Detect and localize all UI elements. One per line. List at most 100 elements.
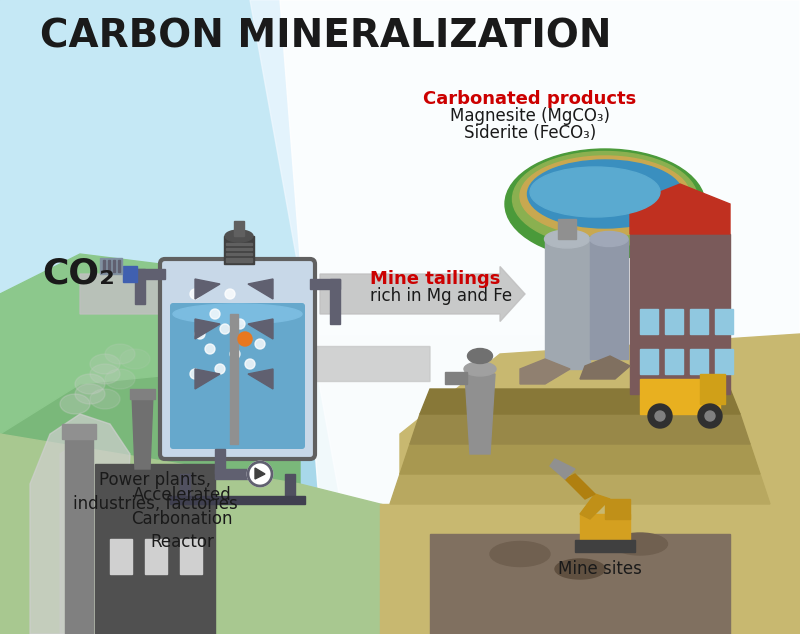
Bar <box>234 221 244 236</box>
Text: Accelerated
Carbonation
Reactor: Accelerated Carbonation Reactor <box>131 486 233 551</box>
Bar <box>690 349 708 374</box>
Circle shape <box>225 289 235 299</box>
Bar <box>330 279 340 324</box>
Text: Power plants,
industries, factories: Power plants, industries, factories <box>73 472 238 513</box>
Bar <box>640 349 658 374</box>
Text: Mine tailings: Mine tailings <box>370 270 500 288</box>
Bar <box>65 434 93 634</box>
Circle shape <box>705 411 715 421</box>
Ellipse shape <box>90 364 120 384</box>
Polygon shape <box>565 474 595 499</box>
Polygon shape <box>195 319 220 339</box>
Bar <box>0 90 800 120</box>
Ellipse shape <box>467 349 493 363</box>
Circle shape <box>655 411 665 421</box>
Bar <box>590 239 628 359</box>
Bar <box>0 240 800 270</box>
Polygon shape <box>0 434 800 634</box>
Ellipse shape <box>173 304 302 324</box>
Circle shape <box>698 404 722 428</box>
Circle shape <box>210 309 220 319</box>
Circle shape <box>190 289 200 299</box>
Bar <box>180 539 202 574</box>
Bar <box>100 258 122 274</box>
Bar <box>665 349 683 374</box>
Circle shape <box>220 324 230 334</box>
Circle shape <box>235 319 245 329</box>
Ellipse shape <box>225 230 253 242</box>
FancyBboxPatch shape <box>160 259 315 459</box>
Bar <box>135 269 145 304</box>
Polygon shape <box>390 474 770 504</box>
Bar <box>0 180 800 210</box>
Bar <box>445 372 467 384</box>
Ellipse shape <box>105 369 135 389</box>
Polygon shape <box>380 504 780 634</box>
Bar <box>95 464 215 634</box>
Bar <box>605 499 630 519</box>
Ellipse shape <box>75 374 105 394</box>
Bar <box>170 496 305 504</box>
Polygon shape <box>580 356 630 379</box>
Bar <box>700 374 725 404</box>
Ellipse shape <box>464 362 496 376</box>
FancyArrow shape <box>285 339 430 389</box>
Polygon shape <box>0 0 800 334</box>
Bar <box>215 469 250 479</box>
Text: Carbonated products: Carbonated products <box>423 90 637 108</box>
Polygon shape <box>465 374 495 454</box>
Ellipse shape <box>527 160 682 228</box>
Bar <box>0 60 800 90</box>
Bar <box>640 309 658 334</box>
Ellipse shape <box>120 349 150 369</box>
Polygon shape <box>248 319 273 339</box>
Text: Magnesite (MgCO₃): Magnesite (MgCO₃) <box>450 107 610 125</box>
Polygon shape <box>520 359 570 384</box>
Bar <box>215 449 225 474</box>
Polygon shape <box>400 444 760 474</box>
Bar <box>108 260 110 272</box>
Polygon shape <box>195 369 220 389</box>
Bar <box>0 0 800 30</box>
Ellipse shape <box>505 149 705 259</box>
Polygon shape <box>410 414 750 444</box>
Ellipse shape <box>520 156 690 236</box>
Bar <box>558 219 576 239</box>
Polygon shape <box>250 0 800 554</box>
FancyArrow shape <box>320 266 525 321</box>
Ellipse shape <box>90 354 120 374</box>
Ellipse shape <box>590 231 628 247</box>
Bar <box>226 260 252 262</box>
Bar <box>0 120 800 150</box>
Bar <box>226 243 252 245</box>
Bar <box>113 260 115 272</box>
Circle shape <box>255 339 265 349</box>
Circle shape <box>195 329 205 339</box>
Bar <box>690 309 708 334</box>
Bar <box>226 248 252 250</box>
Ellipse shape <box>513 152 698 247</box>
Text: CO₂: CO₂ <box>42 257 115 291</box>
Circle shape <box>648 404 672 428</box>
Circle shape <box>245 359 255 369</box>
Bar <box>62 424 96 439</box>
Bar <box>575 540 635 552</box>
Bar <box>715 349 733 374</box>
Bar <box>640 379 720 414</box>
Circle shape <box>190 369 200 379</box>
Ellipse shape <box>545 230 590 248</box>
Bar <box>310 279 340 289</box>
Polygon shape <box>248 369 273 389</box>
Circle shape <box>248 462 272 486</box>
Bar <box>180 474 190 499</box>
Bar <box>103 260 105 272</box>
Polygon shape <box>550 459 575 479</box>
Bar <box>285 474 295 499</box>
Bar <box>224 236 254 264</box>
Circle shape <box>215 364 225 374</box>
Polygon shape <box>195 279 220 299</box>
Ellipse shape <box>75 384 105 404</box>
Bar <box>630 234 730 394</box>
Bar <box>110 539 132 574</box>
Ellipse shape <box>613 533 667 555</box>
